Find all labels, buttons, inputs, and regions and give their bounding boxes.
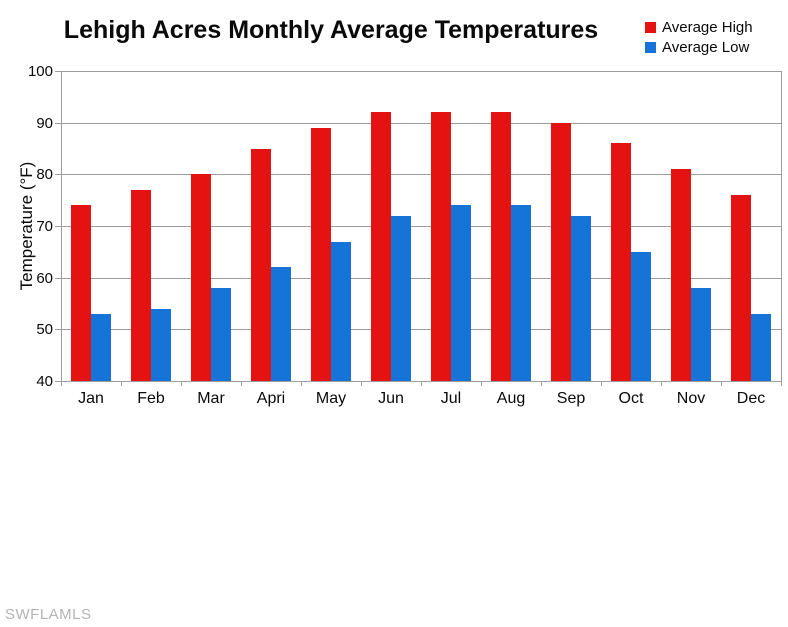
bar-average-high-jul	[431, 112, 451, 381]
watermark: SWFLAMLS	[5, 606, 92, 623]
bar-average-low-aug	[511, 205, 531, 381]
x-tick-mark-6	[421, 381, 422, 386]
bar-average-high-aug	[491, 112, 511, 381]
bar-average-high-jan	[71, 205, 91, 381]
legend-swatch-average-high	[645, 22, 656, 33]
y-gridline-90	[61, 122, 781, 124]
y-tick-mark-70	[55, 226, 61, 227]
y-tick-mark-100	[55, 71, 61, 72]
bar-average-low-jan	[91, 313, 111, 381]
bar-average-high-sep	[551, 122, 571, 381]
x-tick-mark-7	[481, 381, 482, 386]
x-tick-label-may: May	[315, 390, 347, 407]
y-tick-label-80: 80	[36, 166, 53, 184]
x-tick-label-sep: Sep	[556, 390, 586, 407]
bar-average-low-apri	[271, 267, 291, 381]
x-tick-mark-11	[721, 381, 722, 386]
x-tick-label-oct: Oct	[618, 390, 644, 407]
x-tick-label-mar: Mar	[197, 390, 225, 407]
x-tick-mark-3	[241, 381, 242, 386]
y-tick-mark-40	[55, 381, 61, 382]
x-tick-mark-4	[301, 381, 302, 386]
x-tick-mark-10	[661, 381, 662, 386]
y-gridline-70	[61, 226, 781, 227]
legend-swatch-average-low	[645, 42, 656, 53]
x-tick-mark-12	[781, 381, 782, 386]
legend: Average High Average Low	[645, 19, 753, 56]
legend-label-average-high: Average High	[662, 19, 753, 36]
y-tick-mark-50	[55, 329, 61, 331]
y-tick-label-70: 70	[36, 218, 53, 235]
bar-average-high-apri	[251, 148, 271, 381]
x-tick-label-nov: Nov	[676, 390, 706, 407]
y-gridline-80	[61, 174, 781, 176]
y-tick-label-50: 50	[36, 321, 53, 339]
bar-average-low-dec	[751, 313, 771, 381]
bar-average-low-jul	[451, 205, 471, 381]
x-tick-label-dec: Dec	[736, 390, 766, 407]
y-tick-mark-90	[55, 122, 61, 124]
legend-label-average-low: Average Low	[662, 39, 750, 56]
x-tick-mark-2	[181, 381, 182, 386]
x-tick-mark-9	[601, 381, 602, 386]
bar-average-low-feb	[151, 308, 171, 381]
bar-average-low-jun	[391, 215, 411, 381]
y-tick-label-60: 60	[36, 269, 53, 287]
x-tick-label-jun: Jun	[378, 390, 404, 407]
x-tick-mark-8	[541, 381, 542, 386]
bar-average-low-nov	[691, 288, 711, 381]
y-tick-mark-60	[55, 277, 61, 279]
bar-average-low-may	[331, 241, 351, 381]
y-tick-label-90: 90	[36, 114, 53, 132]
legend-item-average-high: Average High	[645, 19, 753, 36]
legend-item-average-low: Average Low	[645, 39, 753, 56]
bar-average-high-dec	[731, 195, 751, 381]
y-tick-label-40: 40	[36, 373, 53, 390]
x-tick-mark-1	[121, 381, 122, 386]
x-tick-mark-5	[361, 381, 362, 386]
x-tick-label-apri: Apri	[256, 390, 286, 407]
x-tick-label-aug: Aug	[496, 390, 526, 407]
bar-average-high-may	[311, 127, 331, 381]
y-gridline-60	[61, 277, 781, 279]
y-tick-label-100: 100	[27, 63, 53, 80]
y-gridline-50	[61, 329, 781, 331]
x-tick-label-jul: Jul	[440, 390, 462, 407]
x-tick-label-jan: Jan	[78, 390, 104, 407]
bar-average-high-jun	[371, 112, 391, 381]
bar-average-high-feb	[131, 189, 151, 381]
bar-average-high-nov	[671, 169, 691, 381]
y-tick-mark-80	[55, 174, 61, 176]
chart-title: Lehigh Acres Monthly Average Temperature…	[63, 16, 599, 44]
x-tick-label-feb: Feb	[137, 390, 165, 407]
bar-average-low-sep	[571, 215, 591, 381]
bar-average-high-oct	[611, 143, 631, 381]
bar-average-high-mar	[191, 174, 211, 381]
bar-average-low-mar	[211, 288, 231, 381]
bar-average-low-oct	[631, 251, 651, 381]
x-tick-mark-0	[61, 381, 62, 386]
